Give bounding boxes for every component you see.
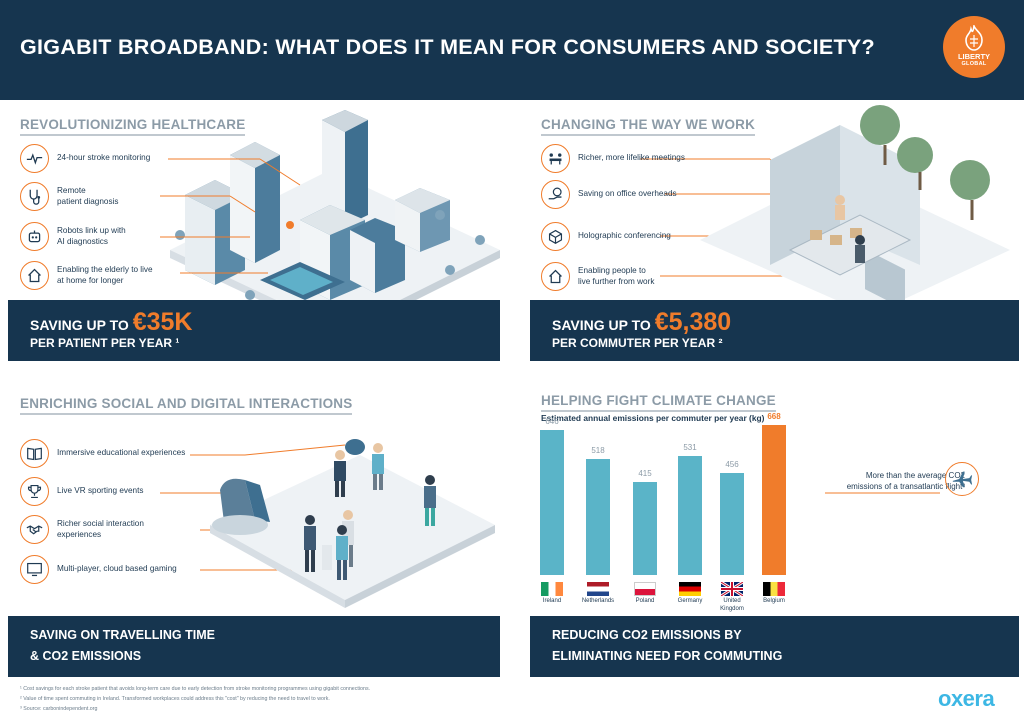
social-item-social-interaction: Richer social interaction experiences bbox=[20, 515, 144, 544]
healthcare-item-label: Enabling the elderly to live at home for… bbox=[57, 265, 153, 285]
handshake-icon bbox=[20, 515, 49, 544]
social-item-education: Immersive educational experiences bbox=[20, 439, 185, 468]
work-item-meetings: Richer, more lifelike meetings bbox=[541, 144, 685, 173]
bar-poland bbox=[633, 481, 657, 575]
work-item-office-overheads: Saving on office overheads bbox=[541, 180, 677, 209]
flag-poland-icon bbox=[634, 582, 656, 596]
airplane-icon bbox=[945, 462, 979, 496]
footnote-1: ¹ Cost savings for each stroke patient t… bbox=[20, 686, 371, 692]
hologram-cube-icon bbox=[541, 222, 570, 251]
healthcare-item-stroke-monitoring: 24-hour stroke monitoring bbox=[20, 144, 150, 173]
chart-subtitle: Estimated annual emissions per commuter … bbox=[541, 413, 765, 423]
flag-ireland-icon bbox=[541, 582, 563, 596]
bar-netherlands bbox=[586, 458, 610, 575]
work-saving-suffix: PER COMMUTER PER YEAR ² bbox=[552, 336, 723, 350]
healthcare-item-robots-ai: Robots link up with AI diagnostics bbox=[20, 222, 126, 251]
work-saving-value: €5,380 bbox=[654, 308, 732, 336]
social-item-label: Immersive educational experiences bbox=[57, 448, 186, 458]
healthcare-saving-value: €35K bbox=[132, 308, 193, 336]
robot-icon bbox=[20, 222, 49, 251]
vr-interactions-illustration bbox=[210, 439, 495, 608]
logo-text-liberty: LIBERTY bbox=[957, 52, 991, 61]
saving-prefix: SAVING UP TO bbox=[552, 317, 651, 333]
country-label: Germany bbox=[677, 598, 703, 604]
healthcare-saving-band: SAVING UP TO €35K PER PATIENT PER YEAR ¹ bbox=[8, 300, 500, 361]
liberty-global-logo: LIBERTY GLOBAL bbox=[943, 16, 1005, 78]
social-item-label: Richer social interaction experiences bbox=[57, 519, 144, 539]
healthcare-city-illustration bbox=[170, 110, 500, 330]
healthcare-saving-line: SAVING UP TO €35K bbox=[30, 308, 192, 337]
monitor-icon bbox=[20, 555, 49, 584]
bar-ireland bbox=[540, 429, 564, 575]
healthcare-item-label: 24-hour stroke monitoring bbox=[57, 153, 151, 163]
country-label: United Kingdom bbox=[720, 598, 744, 612]
social-item-vr-sport: Live VR sporting events bbox=[20, 477, 143, 506]
healthcare-saving-suffix: PER PATIENT PER YEAR ¹ bbox=[30, 336, 180, 350]
flag-united-kingdom-icon bbox=[720, 580, 744, 598]
trophy-icon bbox=[20, 477, 49, 506]
saving-prefix: SAVING UP TO bbox=[30, 317, 129, 333]
healthcare-heading: REVOLUTIONIZING HEALTHCARE bbox=[20, 117, 246, 136]
bar-value-label: 415 bbox=[638, 468, 652, 478]
work-item-label: Enabling people to live further from wor… bbox=[578, 266, 655, 286]
country-label: Ireland bbox=[542, 598, 562, 604]
heartbeat-icon bbox=[20, 144, 49, 173]
house-icon bbox=[541, 262, 570, 291]
work-saving-band: SAVING UP TO €5,380 PER COMMUTER PER YEA… bbox=[530, 300, 1019, 361]
social-item-cloud-gaming: Multi-player, cloud based gaming bbox=[20, 555, 177, 584]
social-item-label: Live VR sporting events bbox=[57, 486, 144, 496]
climate-heading: HELPING FIGHT CLIMATE CHANGE bbox=[541, 393, 776, 412]
work-item-live-further: Enabling people to live further from wor… bbox=[541, 262, 654, 291]
social-heading: ENRICHING SOCIAL AND DIGITAL INTERACTION… bbox=[20, 396, 353, 415]
flag-germany-icon bbox=[679, 582, 701, 596]
healthcare-item-label: Remote patient diagnosis bbox=[57, 186, 119, 206]
meeting-icon bbox=[541, 144, 570, 173]
bar-value-label: 531 bbox=[683, 442, 697, 452]
stethoscope-icon bbox=[20, 182, 49, 211]
country-label: Netherlands bbox=[581, 598, 615, 604]
house-icon bbox=[20, 261, 49, 290]
flag-netherlands-icon bbox=[587, 582, 609, 596]
header-banner: GIGABIT BROADBAND: WHAT DOES IT MEAN FOR… bbox=[0, 0, 1024, 100]
healthcare-item-remote-diagnosis: Remote patient diagnosis bbox=[20, 182, 118, 211]
social-band: SAVING ON TRAVELLING TIME & CO2 EMISSION… bbox=[8, 616, 500, 677]
oxera-logo: oxera bbox=[938, 686, 995, 711]
country-label: Belgium bbox=[763, 598, 785, 604]
page-title: GIGABIT BROADBAND: WHAT DOES IT MEAN FOR… bbox=[20, 35, 875, 59]
work-item-label: Saving on office overheads bbox=[578, 189, 677, 199]
work-item-holographic: Holographic conferencing bbox=[541, 222, 671, 251]
bar-united-kingdom bbox=[720, 472, 744, 575]
work-heading: CHANGING THE WAY WE WORK bbox=[541, 117, 756, 136]
book-icon bbox=[20, 439, 49, 468]
healthcare-item-label: Robots link up with AI diagnostics bbox=[57, 226, 126, 246]
transatlantic-note: More than the average CO2 emissions of a… bbox=[846, 471, 965, 491]
bar-value-label: 668 bbox=[767, 412, 781, 421]
bar-value-label: 646 bbox=[545, 416, 559, 426]
bar-germany bbox=[678, 455, 702, 575]
office-room-illustration bbox=[700, 105, 1010, 300]
logo-text-global: GLOBAL bbox=[961, 61, 987, 67]
social-item-label: Multi-player, cloud based gaming bbox=[57, 564, 177, 574]
climate-band: REDUCING CO2 EMISSIONS BY ELIMINATING NE… bbox=[530, 616, 1019, 677]
bar-value-label: 456 bbox=[725, 459, 739, 469]
country-label: Poland bbox=[635, 598, 655, 604]
euro-hand-icon bbox=[541, 180, 570, 209]
healthcare-item-elderly-home: Enabling the elderly to live at home for… bbox=[20, 261, 153, 290]
footnote-2: ² Value of time spent commuting in Irela… bbox=[20, 696, 330, 702]
social-band-text: SAVING ON TRAVELLING TIME & CO2 EMISSION… bbox=[30, 628, 215, 663]
bar-value-label: 518 bbox=[591, 445, 605, 455]
climate-band-text: REDUCING CO2 EMISSIONS BY ELIMINATING NE… bbox=[552, 628, 783, 663]
bar-belgium bbox=[762, 425, 786, 575]
flame-logo-icon bbox=[965, 25, 983, 51]
work-saving-line: SAVING UP TO €5,380 bbox=[552, 308, 731, 337]
flag-belgium-icon bbox=[763, 582, 785, 596]
work-item-label: Holographic conferencing bbox=[578, 231, 671, 241]
work-item-label: Richer, more lifelike meetings bbox=[578, 153, 685, 163]
footnote-3: ³ Source: carbonindependent.org bbox=[20, 706, 98, 712]
